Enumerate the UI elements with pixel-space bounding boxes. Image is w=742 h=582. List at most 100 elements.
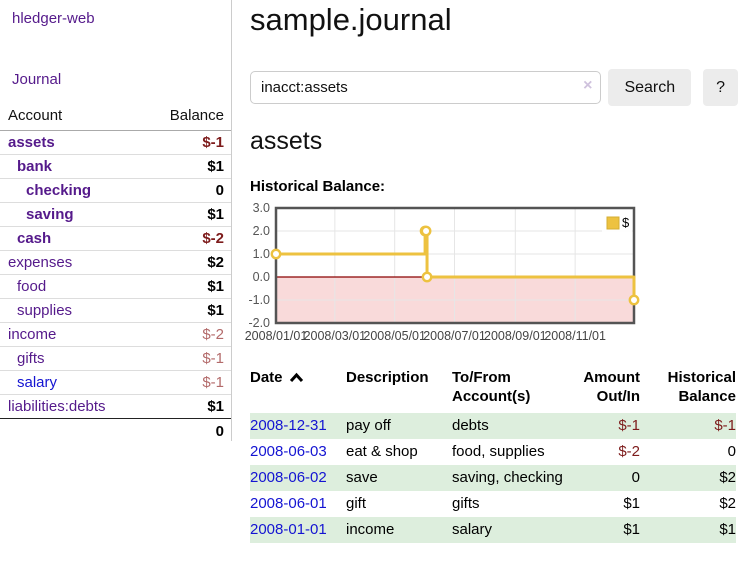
transaction-date-link[interactable]: 2008-06-01 [250, 495, 327, 512]
x-axis-tick-label: 2008/03/01 [304, 329, 367, 343]
account-balance-food: $1 [207, 278, 224, 295]
account-row-supplies: supplies $1 [0, 298, 231, 322]
brand-link[interactable]: hledger-web [12, 10, 95, 27]
account-link-food[interactable]: food [17, 278, 47, 295]
account-balance-assets: $-1 [202, 134, 224, 151]
register-description-cell: eat & shop [346, 443, 418, 460]
balance-column-header: Balance [169, 107, 224, 124]
help-button[interactable]: ? [703, 69, 738, 106]
transaction-date-link[interactable]: 2008-12-31 [250, 417, 327, 434]
y-axis-tick-label: -2.0 [248, 316, 270, 330]
total-balance: 0 [215, 423, 224, 440]
transaction-date-link[interactable]: 2008-06-03 [250, 443, 327, 460]
account-row-assets: assets $-1 [0, 131, 231, 154]
data-point-marker [270, 248, 282, 260]
account-tree-panel: Account Balance assets $-1 bank $1 checking 0… [0, 103, 231, 443]
account-balance-supplies: $1 [207, 302, 224, 319]
search-button[interactable]: Search [608, 69, 692, 106]
date-header-label: Date [250, 369, 283, 386]
register-row: 2008-06-01 gift gifts $1 $2 [250, 491, 736, 517]
register-table: Date Description To/From Account(s) Amou… [250, 366, 736, 543]
account-row-expenses: expenses $2 [0, 250, 231, 274]
historical-balance-chart: $3.0 2.0 1.0 0.0 -1.0 -2.02008/01/012008/03/0… [245, 201, 640, 343]
register-balance-cell: 0 [727, 443, 736, 460]
search-bar: × Search ? [250, 69, 738, 106]
x-axis-tick-label: 2008/07/01 [423, 329, 486, 343]
register-header-balance: Historical Balance [667, 369, 736, 405]
register-balance-cell: $2 [719, 469, 736, 486]
account-tree-total-row: 0 [0, 418, 231, 443]
chart-container: $3.0 2.0 1.0 0.0 -1.0 -2.0 2008/01/01 2008/03/0… [245, 201, 646, 350]
account-balance-liabilities-debts: $1 [207, 398, 224, 415]
register-header-amount: Amount Out/In [583, 369, 640, 405]
account-link-bank[interactable]: bank [17, 158, 53, 175]
register-header-accounts: To/From Account(s) [452, 369, 531, 405]
legend-swatch [606, 216, 620, 230]
register-header-date[interactable]: Date [250, 366, 346, 413]
register-balance-cell: $2 [719, 495, 736, 512]
sidebar: hledger-web Journal Account Balance asse… [0, 0, 232, 441]
sort-ascending-icon [289, 372, 303, 383]
account-balance-income: $-2 [202, 326, 224, 343]
account-link-checking[interactable]: checking [26, 182, 92, 199]
register-accounts-cell: food, supplies [452, 443, 545, 460]
account-link-cash[interactable]: cash [17, 230, 52, 247]
x-axis-tick-label: 2008/01/01 [245, 329, 308, 343]
search-box: × [250, 71, 602, 104]
register-amount-cell: 0 [631, 469, 640, 486]
account-row-saving: saving $1 [0, 202, 231, 226]
account-link-income[interactable]: income [8, 326, 57, 343]
search-input[interactable] [250, 71, 602, 104]
transaction-date-link[interactable]: 2008-01-01 [250, 521, 327, 538]
account-link-saving[interactable]: saving [26, 206, 74, 223]
account-link-expenses[interactable]: expenses [8, 254, 73, 271]
register-accounts-cell: salary [452, 521, 493, 538]
account-row-liabilities-debts: liabilities:debts $1 [0, 394, 231, 418]
register-balance-cell: $-1 [714, 417, 736, 434]
account-balance-saving: $1 [207, 206, 224, 223]
page-title: sample.journal [250, 2, 452, 37]
register-description-cell: pay off [346, 417, 391, 434]
x-axis-tick-label: 2008/05/01 [363, 329, 426, 343]
nav-journal-link[interactable]: Journal [12, 71, 62, 88]
register-description-cell: income [346, 521, 395, 538]
register-header-description: Description [346, 369, 429, 386]
account-column-header: Account [8, 107, 63, 124]
account-row-food: food $1 [0, 274, 231, 298]
clear-search-icon[interactable]: × [583, 77, 593, 94]
account-row-salary: salary $-1 [0, 370, 231, 394]
register-balance-cell: $1 [719, 521, 736, 538]
account-balance-bank: $1 [207, 158, 224, 175]
account-row-checking: checking 0 [0, 178, 231, 202]
account-tree-header: Account Balance [0, 103, 231, 131]
account-row-income: income $-2 [0, 322, 231, 346]
register-row: 2008-06-02 save saving, checking 0 $2 [250, 465, 736, 491]
register-amount-cell: $1 [623, 495, 640, 512]
account-balance-cash: $-2 [202, 230, 224, 247]
register-description-cell: save [346, 469, 378, 486]
chart-title: Historical Balance: [250, 178, 386, 195]
account-link-salary[interactable]: salary [17, 374, 58, 391]
register-accounts-cell: debts [452, 417, 489, 434]
account-balance-expenses: $2 [207, 254, 224, 271]
account-heading: assets [250, 127, 323, 155]
account-balance-checking: 0 [215, 182, 224, 199]
account-link-supplies[interactable]: supplies [17, 302, 73, 319]
register-row: 2008-12-31 pay off debts $-1 $-1 [250, 413, 736, 439]
account-link-gifts[interactable]: gifts [17, 350, 45, 367]
x-axis-tick-label: 2008/09/01 [484, 329, 547, 343]
account-link-assets[interactable]: assets [8, 134, 55, 151]
register-date-cell: 2008-12-31 [250, 413, 346, 439]
register-row: 2008-01-01 income salary $1 $1 [250, 517, 736, 543]
plot-border [274, 206, 636, 325]
account-row-gifts: gifts $-1 [0, 346, 231, 370]
transaction-date-link[interactable]: 2008-06-02 [250, 469, 327, 486]
y-axis-tick-label: 1.0 [253, 247, 270, 261]
data-point-marker [420, 225, 432, 237]
legend-label: $ [622, 215, 630, 230]
account-link-liabilities-debts[interactable]: liabilities:debts [8, 398, 106, 415]
register-body: 2008-12-31 pay off debts $-1 $-1 2008-06-03 ea… [250, 413, 736, 543]
y-axis-tick-label: -1.0 [248, 293, 270, 307]
x-axis-tick-label: 2008/11/01 [544, 329, 606, 343]
register-description-cell: gift [346, 495, 367, 512]
